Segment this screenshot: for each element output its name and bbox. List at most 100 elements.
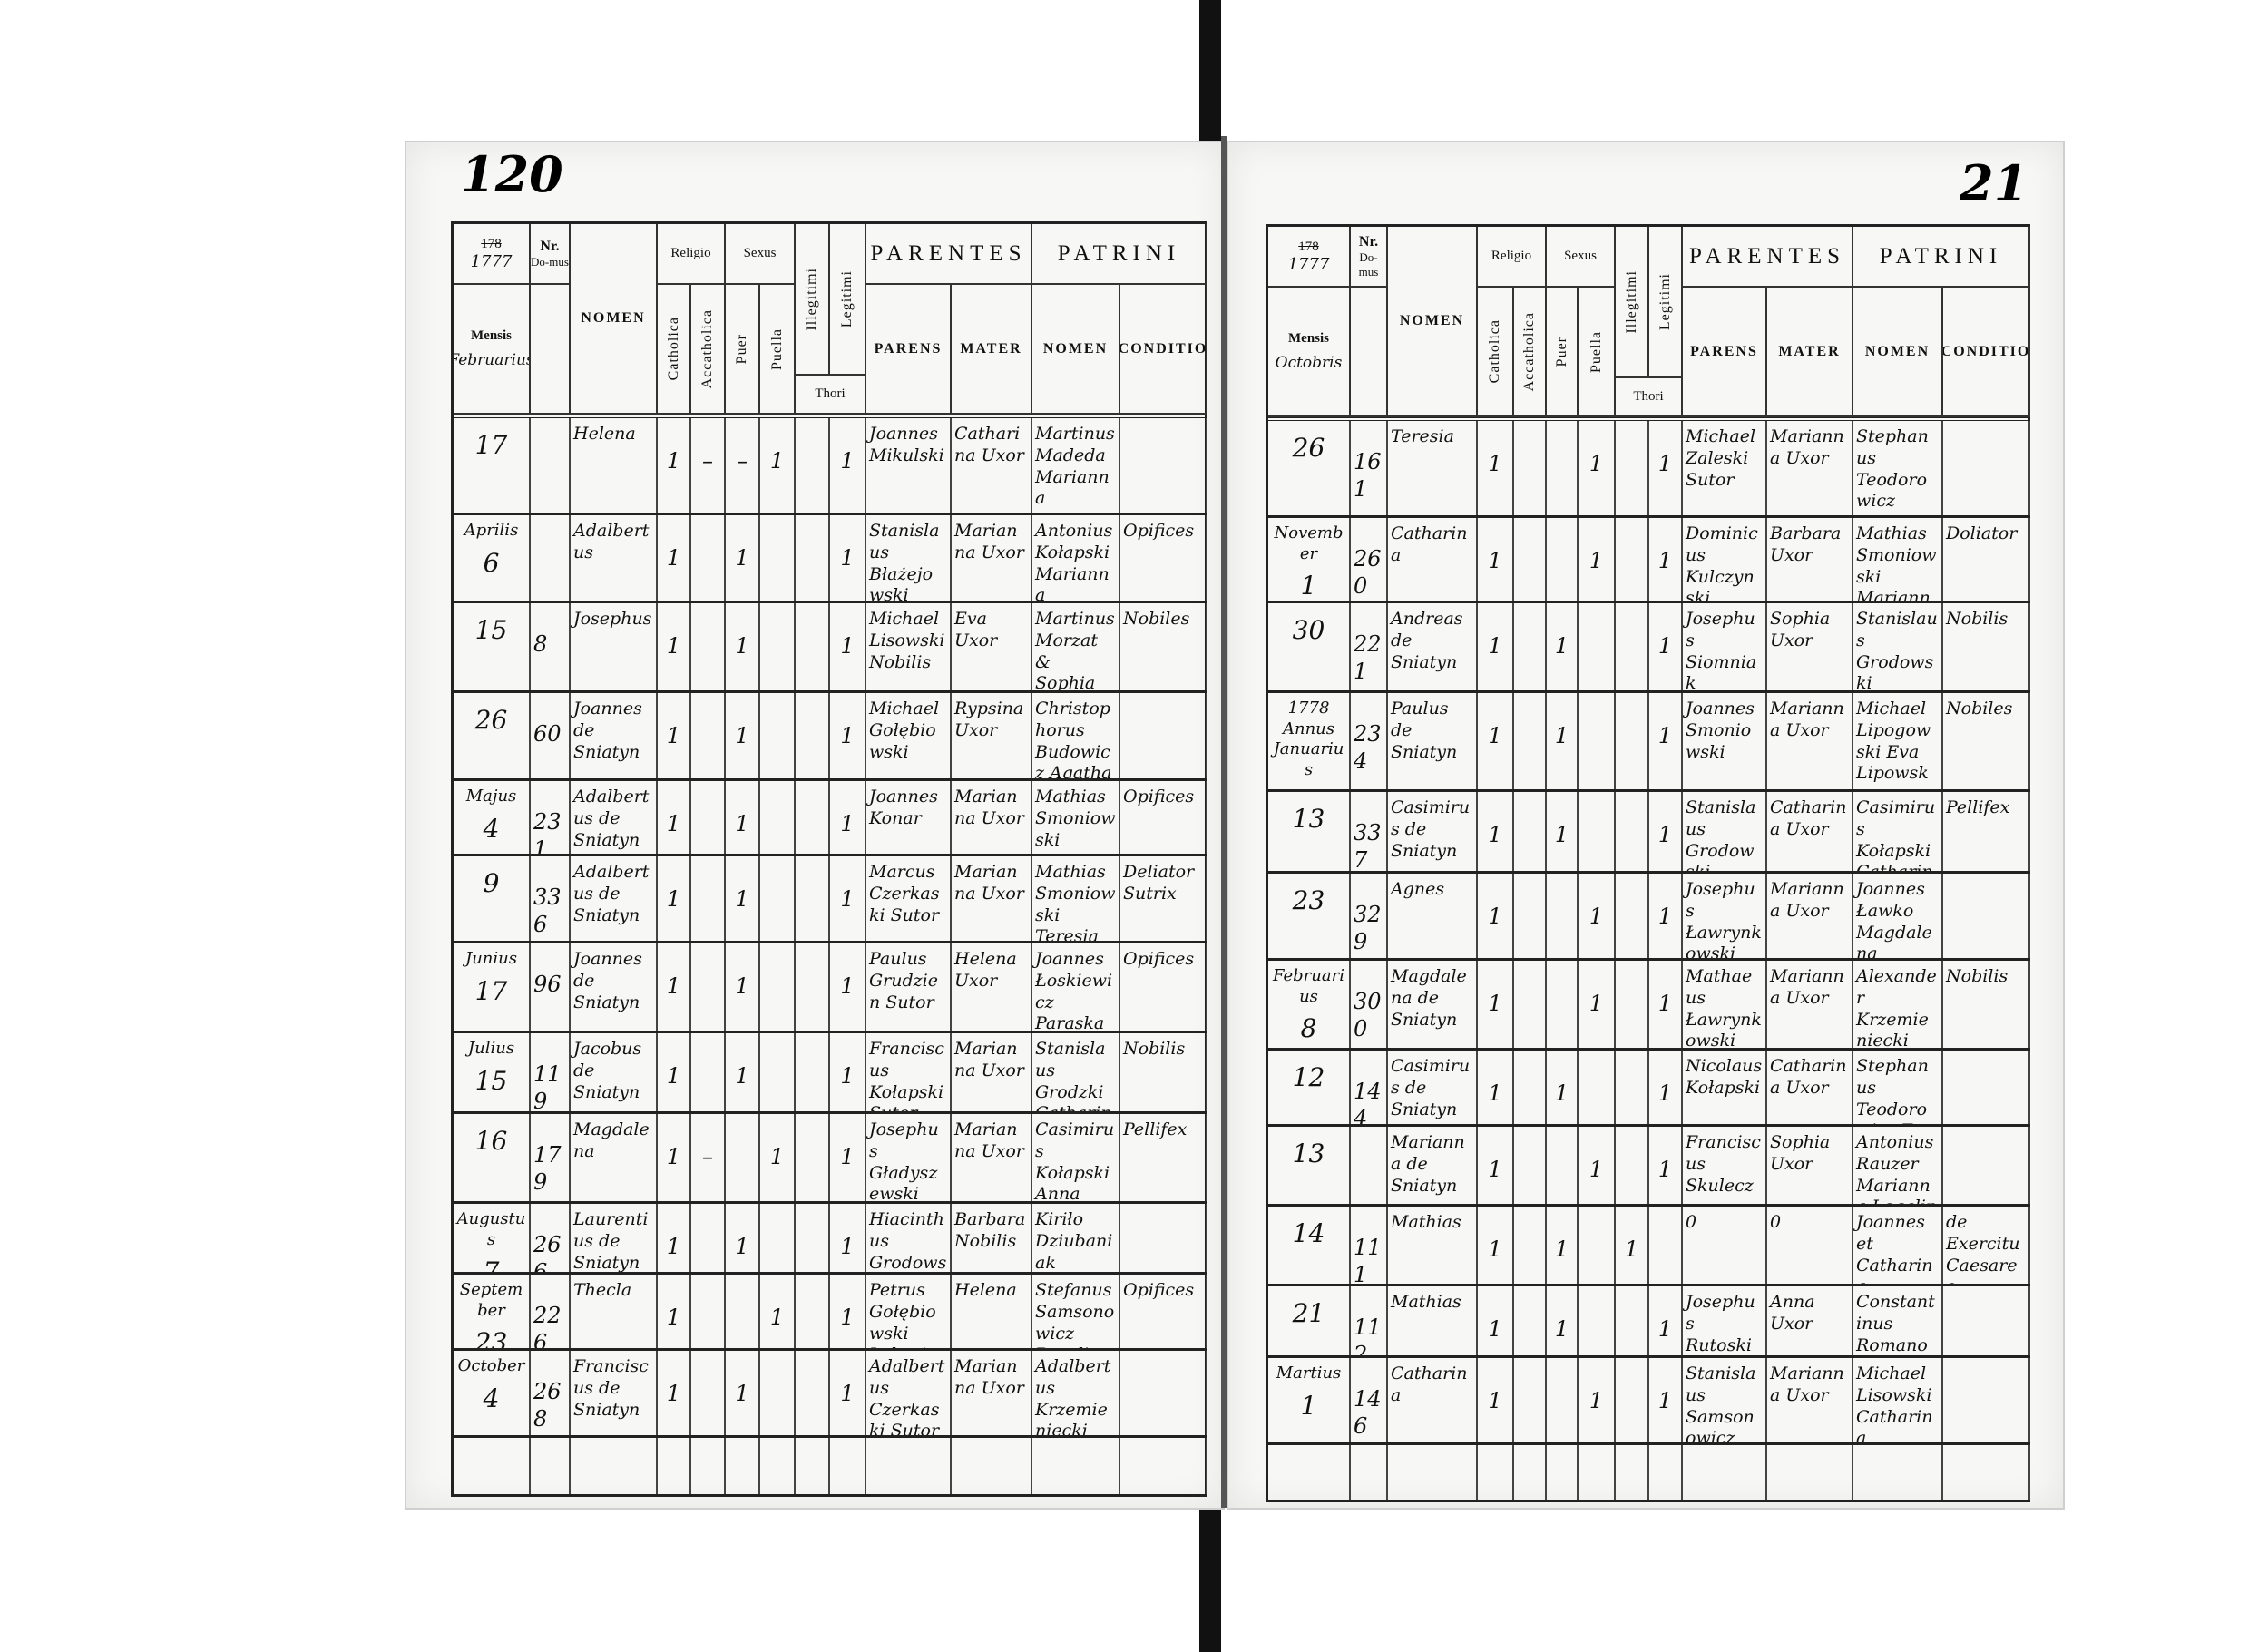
child-name: Casimirus de Sniatyn — [1388, 792, 1478, 871]
empty-cell — [454, 1438, 531, 1494]
godparents-condition: Opifices — [1120, 781, 1207, 854]
godparents-condition: Deliator Sutrix — [1120, 856, 1207, 941]
house-number: 8 — [531, 603, 571, 690]
month-header: Mensis Octobris — [1268, 288, 1351, 417]
mother-name: Eva Uxor — [952, 603, 1032, 690]
house-number: 144 — [1351, 1051, 1388, 1124]
godparents-names: Constantinus Romanowicz Marianna Markows… — [1853, 1286, 1943, 1355]
entry-day: 21 — [1292, 1298, 1325, 1328]
puella-mark — [1579, 693, 1616, 789]
thori-header: Thori — [796, 376, 866, 415]
father-name: Josephus Siomniak Doliatores — [1683, 603, 1767, 690]
folio-number-right: 21 — [1960, 154, 2028, 212]
legitimi-header: Legitimi — [1649, 227, 1683, 378]
legitimi-label: Legitimi — [1657, 272, 1673, 331]
mensis-label: Mensis — [471, 328, 512, 343]
puella-mark: 1 — [1579, 421, 1616, 515]
catholica-mark: 1 — [1478, 1286, 1514, 1355]
puer-header: Puer — [1547, 288, 1579, 417]
accatholica-label: Accatholica — [699, 308, 715, 389]
legitimi-mark: 1 — [830, 943, 866, 1031]
entry-day: 13 — [1292, 804, 1325, 834]
puella-mark — [1579, 1207, 1616, 1284]
empty-cell — [1616, 1445, 1649, 1500]
child-name: Magdalena — [571, 1114, 658, 1201]
puella-mark: 1 — [1579, 874, 1616, 958]
child-name: Marianna de Sniatyn — [1388, 1127, 1478, 1204]
printed-year: 178 — [1298, 239, 1319, 254]
right-page — [1227, 141, 2065, 1510]
illegitimi-mark — [796, 781, 830, 854]
child-name: Casimirus de Sniatyn — [1388, 1051, 1478, 1124]
father-name: Michael Zaleski Sutor — [1683, 421, 1767, 515]
mother-name: Marianna Uxor — [1767, 421, 1853, 515]
puella-mark — [1579, 1286, 1616, 1355]
house-number-header: Nr. Do-mus — [1351, 227, 1388, 288]
child-name: Franciscus de Sniatyn — [571, 1351, 658, 1435]
illegitimi-mark — [796, 693, 830, 778]
date-cell: November 1 — [1268, 518, 1351, 601]
godparents-names: Stefanus Samsonowicz Rosalia Gutkowska — [1032, 1275, 1120, 1348]
catholica-label: Catholica — [665, 317, 681, 381]
entry-day: 9 — [483, 868, 500, 898]
child-name: Mathias — [1388, 1207, 1478, 1284]
register-entry-row: Februarius 8 300 Magdalena de Sniatyn 1 1 1 Mat… — [1268, 961, 2030, 1051]
entry-day: 13 — [1271, 786, 1346, 789]
entry-day: 23 — [1292, 885, 1325, 915]
puer-mark: 1 — [726, 781, 760, 854]
puer-mark: 1 — [726, 693, 760, 778]
parentes-header: PARENTES — [866, 224, 1032, 285]
child-name: Paulus de Sniatyn — [1388, 693, 1478, 789]
godparents-names: Mathias Smoniowski Victoria Sadowska — [1032, 781, 1120, 854]
date-cell: Martius 1 — [1268, 1358, 1351, 1442]
illegitimi-mark — [796, 1204, 830, 1272]
catholica-mark: 1 — [658, 1204, 691, 1272]
accatholica-header: Accatholica — [691, 285, 726, 415]
godparents-condition: de Exercitu Caesareo — [1943, 1207, 2030, 1284]
illegitimi-header: Illegitimi — [796, 224, 830, 376]
register-entry-row: 26 60 Joannes de Sniatyn 1 1 1 Michael Gołębio… — [454, 693, 1207, 781]
godparents-names: Mathias Smoniowski Marianna Pietowa — [1853, 518, 1943, 601]
domus-label: Do-mus — [531, 254, 569, 269]
date-cell: 13 — [1268, 1127, 1351, 1204]
godparents-condition: Opifices — [1120, 515, 1207, 601]
illegitimi-mark — [1616, 1286, 1649, 1355]
illegitimi-mark — [796, 943, 830, 1031]
mother-name: Sophia Uxor — [1767, 603, 1853, 690]
puella-mark — [760, 1351, 796, 1435]
accatholica-mark — [691, 515, 726, 601]
empty-cell — [866, 1438, 952, 1494]
mensis-label: Mensis — [1288, 331, 1329, 346]
child-name: Joannes de Sniatyn — [571, 943, 658, 1031]
catholica-mark: 1 — [1478, 961, 1514, 1048]
written-year: 1777 — [1287, 254, 1330, 274]
register-entry-row: 15 8 Josephus 1 1 1 Michael Lisowski Nobilis Ev… — [454, 603, 1207, 693]
gutter-shadow-top — [1199, 0, 1221, 145]
house-number-column — [1351, 288, 1388, 417]
date-cell: 26 — [454, 693, 531, 778]
catholica-mark: 1 — [1478, 1051, 1514, 1124]
puer-mark: 1 — [726, 515, 760, 601]
empty-row — [454, 1438, 1207, 1494]
empty-cell — [1514, 1445, 1547, 1500]
puella-mark — [760, 1033, 796, 1111]
legitimi-mark: 1 — [1649, 518, 1683, 601]
puer-mark: 1 — [726, 1204, 760, 1272]
date-cell: 16 — [454, 1114, 531, 1201]
accatholica-header: Accatholica — [1514, 288, 1547, 417]
book-gutter — [1221, 136, 1227, 1508]
register-entry-row: 13 337 Casimirus de Sniatyn 1 1 1 Stanislaus G… — [1268, 792, 2030, 874]
father-name: Franciscus Skulecz — [1683, 1127, 1767, 1204]
register-entry-row: 9 336 Adalbertus de Sniatyn 1 1 1 Marcus Czerk… — [454, 856, 1207, 943]
catholica-mark: 1 — [1478, 1358, 1514, 1442]
accatholica-mark — [691, 1033, 726, 1111]
date-cell: 12 — [1268, 1051, 1351, 1124]
puer-mark: 1 — [726, 1351, 760, 1435]
register-entry-row: 13 Marianna de Sniatyn 1 1 1 Franciscus Skule… — [1268, 1127, 2030, 1207]
legitimi-header: Legitimi — [830, 224, 866, 376]
house-number-column — [531, 285, 571, 415]
empty-cell — [571, 1438, 658, 1494]
register-entry-row: 26 161 Teresia 1 1 1 Michael Zaleski Sutor Mari… — [1268, 421, 2030, 518]
catholica-label: Catholica — [1487, 319, 1502, 384]
